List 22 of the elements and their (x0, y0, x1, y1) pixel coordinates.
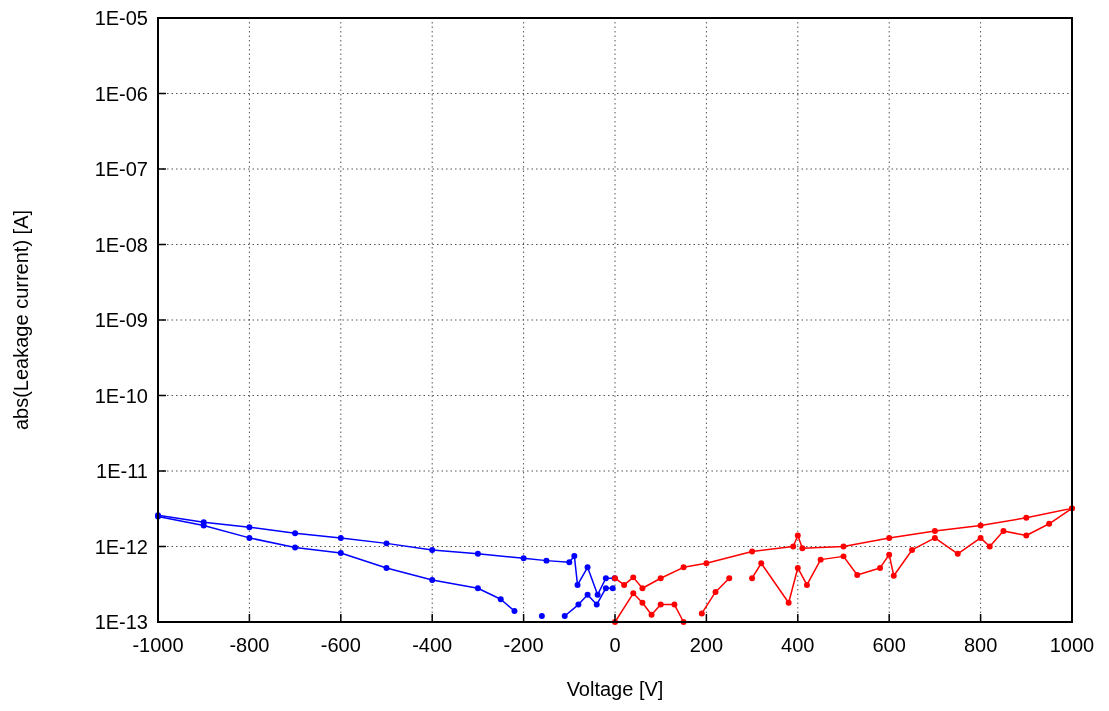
x-tick-label: 200 (689, 634, 724, 656)
x-tick-label: -200 (503, 634, 544, 656)
x-tick-label: 800 (963, 634, 998, 656)
y-tick-label: 1E-05 (94, 7, 148, 29)
x-tick-label: -800 (229, 634, 270, 656)
x-tick-label: 1000 (1049, 634, 1095, 656)
x-tick-label: 600 (872, 634, 906, 656)
y-tick-label: 1E-09 (94, 309, 148, 331)
y-tick-label: 1E-11 (96, 460, 148, 482)
x-axis-title: Voltage [V] (566, 678, 664, 700)
x-tick-label: -600 (320, 634, 361, 656)
x-tick-label: 400 (781, 634, 815, 656)
x-tick-label: -400 (412, 634, 453, 656)
y-tick-label: 1E-07 (94, 158, 148, 180)
y-axis-title: abs(Leakage current) [A] (10, 209, 32, 431)
x-tick-label: 0 (609, 634, 621, 656)
y-tick-label: 1E-13 (94, 611, 148, 633)
y-tick-label: 1E-08 (94, 233, 148, 256)
x-tick-label: -1000 (132, 634, 184, 656)
y-tick-label: 1E-10 (94, 384, 148, 407)
y-tick-label: 1E-12 (94, 535, 148, 558)
y-tick-label: 1E-06 (94, 82, 148, 105)
